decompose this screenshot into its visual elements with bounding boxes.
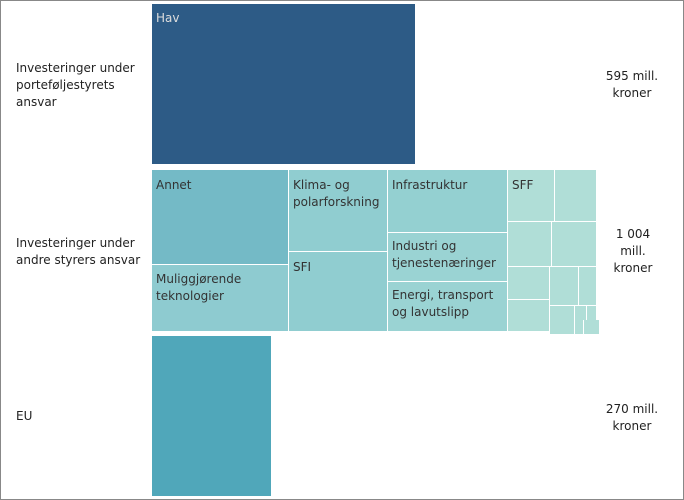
total-portfolio: 595 mill. kroner bbox=[605, 69, 659, 100]
cell-sff-sub[interactable] bbox=[508, 267, 549, 299]
row-label-portfolio: Investeringer under porteføljestyrets an… bbox=[16, 61, 135, 109]
row-label-other-boards: Investeringer under andre styrers ansvar bbox=[16, 236, 141, 267]
cell-sff-sub[interactable] bbox=[587, 306, 596, 320]
cell-industri[interactable]: Industri og tjenestenæringer bbox=[388, 233, 507, 281]
cell-muliggjorende[interactable]: Muliggjørende teknologier bbox=[152, 265, 288, 331]
total-eu: 270 mill. kroner bbox=[605, 402, 659, 433]
cell-sff-sub[interactable] bbox=[575, 320, 583, 334]
cell-energi[interactable]: Energi, transport og lavutslipp bbox=[388, 282, 507, 331]
total-other-boards: 1 004 mill. kroner bbox=[613, 227, 653, 275]
cell-sff-sub[interactable] bbox=[579, 267, 596, 305]
cell-infrastruktur[interactable]: Infrastruktur bbox=[388, 170, 507, 232]
cell-eu[interactable] bbox=[152, 336, 271, 496]
cell-sff-sub[interactable] bbox=[508, 300, 549, 331]
cell-sff-sub[interactable] bbox=[555, 170, 596, 221]
cell-annet[interactable]: Annet bbox=[152, 170, 288, 264]
cell-sff-sub[interactable] bbox=[550, 320, 574, 334]
cell-sff-sub[interactable] bbox=[575, 306, 586, 320]
cell-sff-sub[interactable] bbox=[550, 267, 578, 305]
cell-sff-sub[interactable] bbox=[508, 222, 551, 266]
cell-sff-sub[interactable] bbox=[550, 306, 574, 320]
cell-sff-sub[interactable] bbox=[552, 222, 596, 266]
cell-sff[interactable]: SFF bbox=[508, 170, 554, 221]
cell-hav[interactable]: Hav bbox=[152, 4, 415, 164]
cell-klima[interactable]: Klima- og polarforskning bbox=[289, 170, 387, 251]
row-label-eu: EU bbox=[16, 409, 33, 423]
cell-sff-sub[interactable] bbox=[591, 320, 599, 334]
cell-sff-sub[interactable] bbox=[584, 320, 592, 334]
cell-sfi[interactable]: SFI bbox=[289, 252, 387, 331]
